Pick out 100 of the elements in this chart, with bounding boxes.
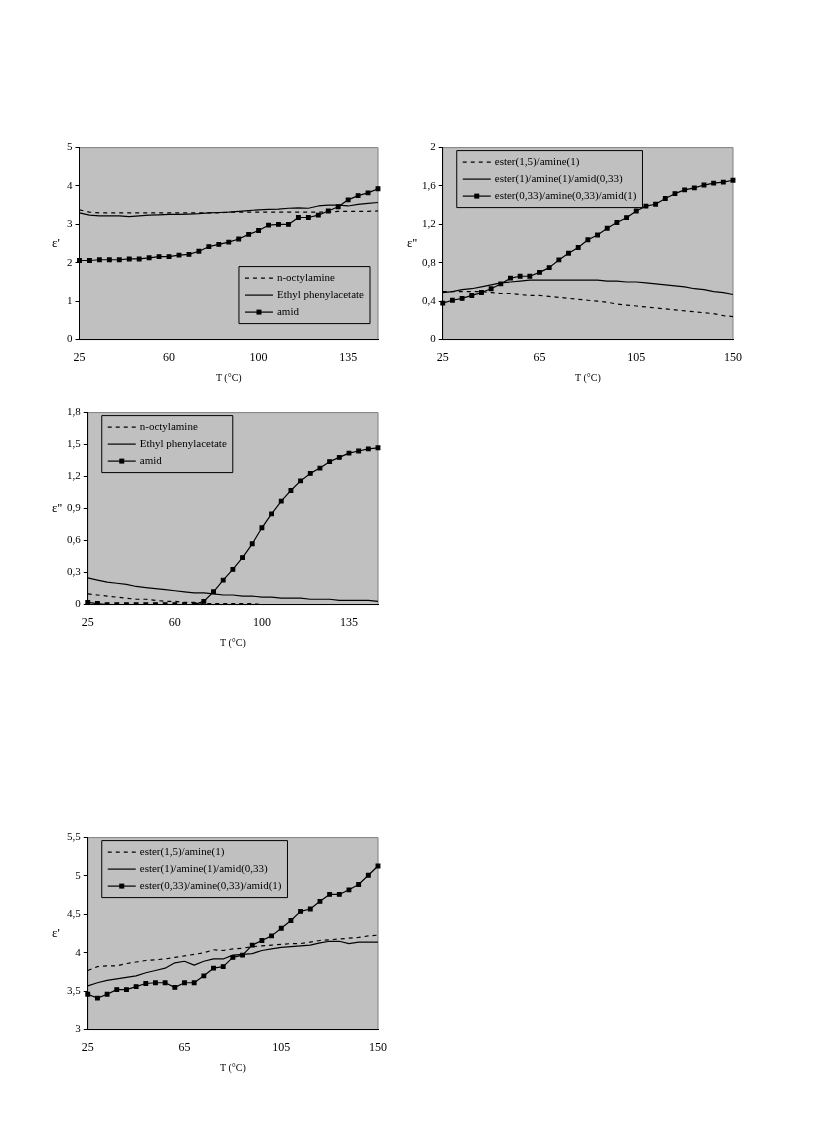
- point: [365, 872, 371, 878]
- point: [106, 257, 112, 263]
- x-tick-label: 25: [436, 349, 449, 364]
- point: [236, 236, 242, 242]
- point: [249, 942, 255, 948]
- y-tick-label: 5,5: [67, 830, 82, 843]
- point: [307, 470, 313, 476]
- y-tick-label: 1: [67, 294, 73, 307]
- point: [87, 258, 92, 263]
- point: [355, 193, 361, 199]
- y-tick-label: 0,6: [67, 533, 82, 546]
- point: [186, 251, 192, 257]
- point: [216, 241, 222, 247]
- point: [365, 446, 371, 452]
- point: [307, 906, 313, 912]
- y-tick-label: 3: [75, 1022, 82, 1035]
- point: [327, 891, 333, 897]
- point: [566, 250, 571, 256]
- point: [537, 269, 542, 275]
- y-tick-label: 1,6: [422, 178, 437, 191]
- point: [315, 212, 321, 218]
- point: [124, 987, 129, 993]
- legend-label: ester(1,5)/amine(1): [494, 154, 580, 168]
- point: [94, 601, 100, 605]
- point: [269, 511, 275, 517]
- point: [153, 602, 158, 605]
- y-tick-label: 2: [67, 255, 73, 268]
- point: [335, 204, 341, 210]
- point: [153, 980, 158, 986]
- point: [259, 525, 265, 531]
- point: [469, 293, 475, 298]
- y-tick-label: 0,3: [67, 565, 82, 578]
- point: [585, 237, 591, 243]
- legend-label: amid: [276, 304, 300, 317]
- x-tick-label: 25: [73, 349, 86, 364]
- point: [226, 239, 232, 245]
- point: [662, 196, 668, 201]
- point: [327, 459, 333, 465]
- x-tick-label: 25: [81, 614, 94, 629]
- point: [114, 987, 120, 993]
- y-tick-label: 1,2: [67, 469, 81, 482]
- legend-label: n-octylamine: [276, 270, 336, 283]
- point: [365, 190, 371, 196]
- y-tick-label: 1,2: [422, 217, 436, 230]
- y-tick-label: 0: [67, 332, 73, 345]
- point: [278, 498, 284, 504]
- x-tick-label: 100: [252, 614, 271, 629]
- x-axis-title: T (°C): [219, 636, 246, 649]
- point: [517, 273, 523, 279]
- y-tick-label: 3,5: [67, 984, 82, 997]
- point: [278, 925, 284, 931]
- point: [730, 177, 736, 183]
- point: [672, 191, 678, 197]
- point: [276, 221, 281, 227]
- point: [556, 257, 562, 263]
- point: [96, 257, 102, 263]
- legend-label: ester(0,33)/amine(0,33)/amid(1): [494, 188, 637, 202]
- point: [346, 887, 352, 893]
- x-tick-label: 65: [178, 1039, 191, 1054]
- legend-label: Ethyl phenylacetate: [139, 436, 227, 449]
- point: [375, 186, 381, 192]
- point: [176, 252, 182, 258]
- point: [336, 454, 342, 460]
- point: [720, 179, 726, 185]
- point: [172, 984, 178, 990]
- point: [375, 863, 381, 869]
- point: [479, 290, 484, 295]
- y-axis-title: ε': [52, 235, 60, 251]
- y-tick-label: 4: [75, 945, 82, 958]
- legend-label: Ethyl phenylacetate: [276, 287, 365, 300]
- point: [256, 228, 262, 233]
- y-tick-label: 2: [430, 140, 436, 153]
- point: [595, 232, 600, 238]
- point: [146, 255, 152, 261]
- point: [345, 197, 351, 203]
- point: [298, 908, 304, 914]
- point: [624, 215, 630, 221]
- x-tick-label: 100: [249, 349, 268, 364]
- point: [701, 182, 707, 188]
- point: [94, 995, 100, 1001]
- point: [643, 203, 649, 209]
- x-tick-label: 150: [369, 1039, 387, 1054]
- y-tick-label: 5: [75, 868, 82, 881]
- point: [156, 254, 162, 260]
- point: [116, 257, 122, 263]
- point: [508, 275, 513, 281]
- point: [317, 898, 323, 904]
- legend-label: ester(1)/amine(1)/amid(0,33): [139, 861, 269, 875]
- point: [104, 991, 110, 997]
- point: [143, 981, 149, 986]
- point: [240, 952, 245, 958]
- point: [653, 201, 659, 207]
- point: [488, 286, 494, 292]
- x-tick-label: 105: [272, 1039, 291, 1054]
- point: [336, 891, 342, 897]
- point: [133, 984, 139, 990]
- point: [449, 297, 455, 303]
- x-tick-label: 60: [163, 349, 176, 364]
- point: [201, 973, 207, 979]
- point: [162, 980, 168, 986]
